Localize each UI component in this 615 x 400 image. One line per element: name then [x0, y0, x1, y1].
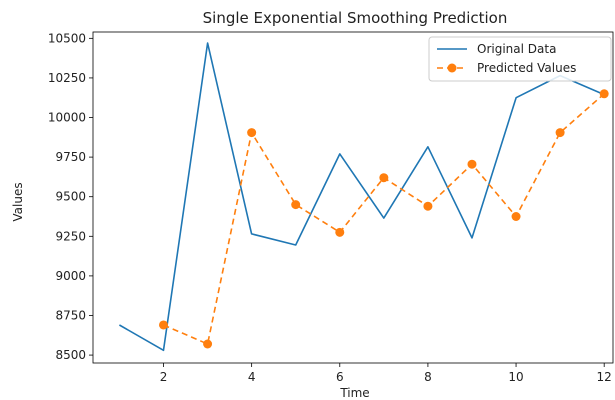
series-2-point	[467, 159, 477, 169]
axes-frame	[92, 31, 614, 364]
chart-title: Single Exponential Smoothing Prediction	[203, 9, 508, 27]
series-2-point	[555, 128, 565, 138]
y-tick-label: 9250	[55, 229, 86, 243]
y-tick-label: 9750	[55, 150, 86, 164]
series-2-point	[291, 200, 301, 210]
x-tick-label: 12	[597, 370, 612, 384]
y-tick-label: 8500	[55, 348, 86, 362]
series-2-point	[379, 173, 389, 183]
series-line-1	[119, 42, 605, 352]
plot-area	[92, 31, 614, 364]
x-tick-label: 2	[160, 370, 168, 384]
legend-marker-2	[447, 63, 457, 73]
y-tick-label: 10500	[48, 31, 86, 45]
y-tick-label: 10000	[48, 111, 86, 125]
y-tick-label: 8750	[55, 308, 86, 322]
x-tick-label: 4	[248, 370, 256, 384]
legend-box	[428, 36, 612, 82]
legend: Original Data Predicted Values	[428, 36, 612, 82]
series-2-point	[203, 339, 213, 349]
series-2-point	[511, 212, 521, 222]
series-line-2	[163, 93, 605, 345]
legend-label-2: Predicted Values	[477, 61, 576, 75]
series-2-point	[247, 128, 257, 138]
y-axis: 8500 8750 9000 9250 9500 9750 10000 10250 10500	[48, 31, 93, 362]
x-axis: 2 4 6 8 10 12	[160, 363, 612, 384]
y-tick-label: 10250	[48, 71, 86, 85]
x-tick-label: 6	[336, 370, 344, 384]
series-2-point	[599, 89, 609, 99]
legend-label-1: Original Data	[477, 42, 556, 56]
y-tick-label: 9500	[55, 190, 86, 204]
y-axis-label: Values	[11, 182, 25, 221]
series-2-point	[159, 320, 169, 330]
x-tick-label: 10	[508, 370, 523, 384]
series-2-point	[335, 227, 345, 237]
y-tick-label: 9000	[55, 269, 86, 283]
x-axis-label: Time	[339, 386, 369, 400]
x-tick-label: 8	[424, 370, 432, 384]
series-2-point	[423, 201, 433, 211]
